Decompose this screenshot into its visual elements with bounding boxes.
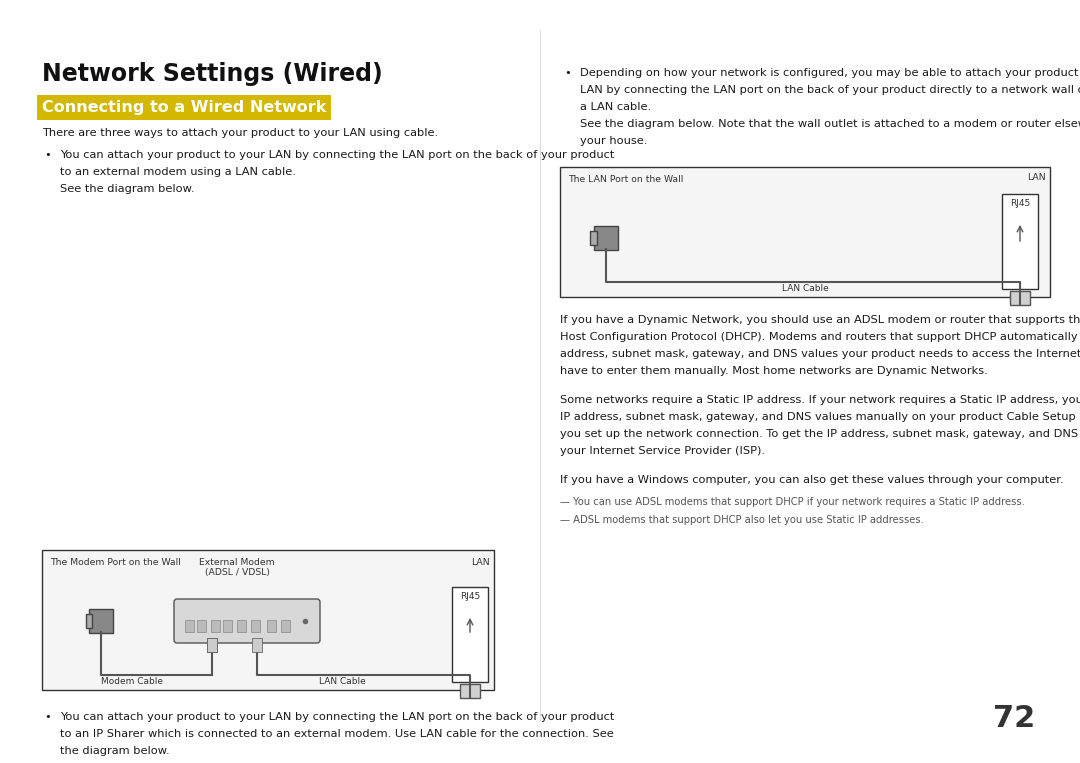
Text: LAN by connecting the LAN port on the back of your product directly to a network: LAN by connecting the LAN port on the ba… bbox=[580, 85, 1080, 95]
Text: Some networks require a Static IP address. If your network requires a Static IP : Some networks require a Static IP addres… bbox=[561, 395, 1080, 405]
Text: RJ45: RJ45 bbox=[1010, 199, 1030, 208]
Text: •: • bbox=[44, 150, 51, 160]
Text: IP address, subnet mask, gateway, and DNS values manually on your product Cable : IP address, subnet mask, gateway, and DN… bbox=[561, 412, 1080, 422]
Text: Connecting to a Wired Network: Connecting to a Wired Network bbox=[42, 100, 326, 115]
Text: •: • bbox=[564, 68, 570, 78]
Text: you set up the network connection. To get the IP address, subnet mask, gateway, : you set up the network connection. To ge… bbox=[561, 429, 1080, 439]
Text: — You can use ADSL modems that support DHCP if your network requires a Static IP: — You can use ADSL modems that support D… bbox=[561, 497, 1025, 507]
Text: address, subnet mask, gateway, and DNS values your product needs to access the I: address, subnet mask, gateway, and DNS v… bbox=[561, 349, 1080, 359]
Text: Host Configuration Protocol (DHCP). Modems and routers that support DHCP automat: Host Configuration Protocol (DHCP). Mode… bbox=[561, 332, 1080, 342]
Text: to an IP Sharer which is connected to an external modem. Use LAN cable for the c: to an IP Sharer which is connected to an… bbox=[60, 729, 613, 739]
Text: The Modem Port on the Wall: The Modem Port on the Wall bbox=[50, 558, 180, 567]
Text: the diagram below.: the diagram below. bbox=[60, 746, 170, 756]
Bar bbox=[1010, 291, 1030, 305]
Text: Network Settings (Wired): Network Settings (Wired) bbox=[42, 62, 382, 86]
Bar bbox=[237, 620, 246, 632]
Text: See the diagram below.: See the diagram below. bbox=[60, 184, 194, 194]
Text: have to enter them manually. Most home networks are Dynamic Networks.: have to enter them manually. Most home n… bbox=[561, 366, 988, 376]
Bar bbox=[197, 620, 206, 632]
Bar bbox=[561, 167, 1050, 297]
Bar bbox=[207, 638, 217, 652]
Text: See the diagram below. Note that the wall outlet is attached to a modem or route: See the diagram below. Note that the wal… bbox=[580, 119, 1080, 129]
Text: LAN: LAN bbox=[1027, 173, 1047, 182]
Text: External Modem
(ADSL / VDSL): External Modem (ADSL / VDSL) bbox=[199, 558, 274, 578]
Text: a LAN cable.: a LAN cable. bbox=[580, 102, 651, 112]
Text: LAN: LAN bbox=[471, 558, 490, 567]
Text: LAN Cable: LAN Cable bbox=[319, 677, 365, 686]
Text: Modem Cable: Modem Cable bbox=[102, 677, 163, 686]
Text: to an external modem using a LAN cable.: to an external modem using a LAN cable. bbox=[60, 167, 296, 177]
Text: RJ45: RJ45 bbox=[460, 592, 481, 601]
Text: your Internet Service Provider (ISP).: your Internet Service Provider (ISP). bbox=[561, 446, 765, 456]
Bar bbox=[267, 620, 276, 632]
Bar bbox=[281, 620, 291, 632]
FancyBboxPatch shape bbox=[594, 226, 618, 250]
Bar bbox=[211, 620, 220, 632]
Text: LAN Cable: LAN Cable bbox=[782, 284, 828, 293]
Bar bbox=[1002, 194, 1038, 289]
FancyBboxPatch shape bbox=[86, 614, 92, 628]
FancyBboxPatch shape bbox=[89, 609, 113, 633]
FancyBboxPatch shape bbox=[590, 231, 597, 245]
Text: 72: 72 bbox=[993, 704, 1035, 733]
Text: You can attach your product to your LAN by connecting the LAN port on the back o: You can attach your product to your LAN … bbox=[60, 150, 615, 160]
Bar bbox=[251, 620, 260, 632]
Text: — ADSL modems that support DHCP also let you use Static IP addresses.: — ADSL modems that support DHCP also let… bbox=[561, 515, 923, 525]
Text: You can attach your product to your LAN by connecting the LAN port on the back o: You can attach your product to your LAN … bbox=[60, 712, 615, 722]
Text: your house.: your house. bbox=[580, 136, 647, 146]
Text: Depending on how your network is configured, you may be able to attach your prod: Depending on how your network is configu… bbox=[580, 68, 1080, 78]
Bar bbox=[252, 638, 262, 652]
Bar bbox=[222, 620, 232, 632]
Bar bbox=[185, 620, 194, 632]
Bar bbox=[453, 587, 488, 682]
Bar bbox=[42, 550, 494, 690]
Text: If you have a Windows computer, you can also get these values through your compu: If you have a Windows computer, you can … bbox=[561, 475, 1064, 485]
Text: •: • bbox=[44, 712, 51, 722]
Text: If you have a Dynamic Network, you should use an ADSL modem or router that suppo: If you have a Dynamic Network, you shoul… bbox=[561, 315, 1080, 325]
Text: There are three ways to attach your product to your LAN using cable.: There are three ways to attach your prod… bbox=[42, 128, 438, 138]
FancyBboxPatch shape bbox=[174, 599, 320, 643]
Bar bbox=[207, 638, 217, 652]
Text: The LAN Port on the Wall: The LAN Port on the Wall bbox=[568, 175, 684, 184]
Bar bbox=[460, 684, 480, 698]
